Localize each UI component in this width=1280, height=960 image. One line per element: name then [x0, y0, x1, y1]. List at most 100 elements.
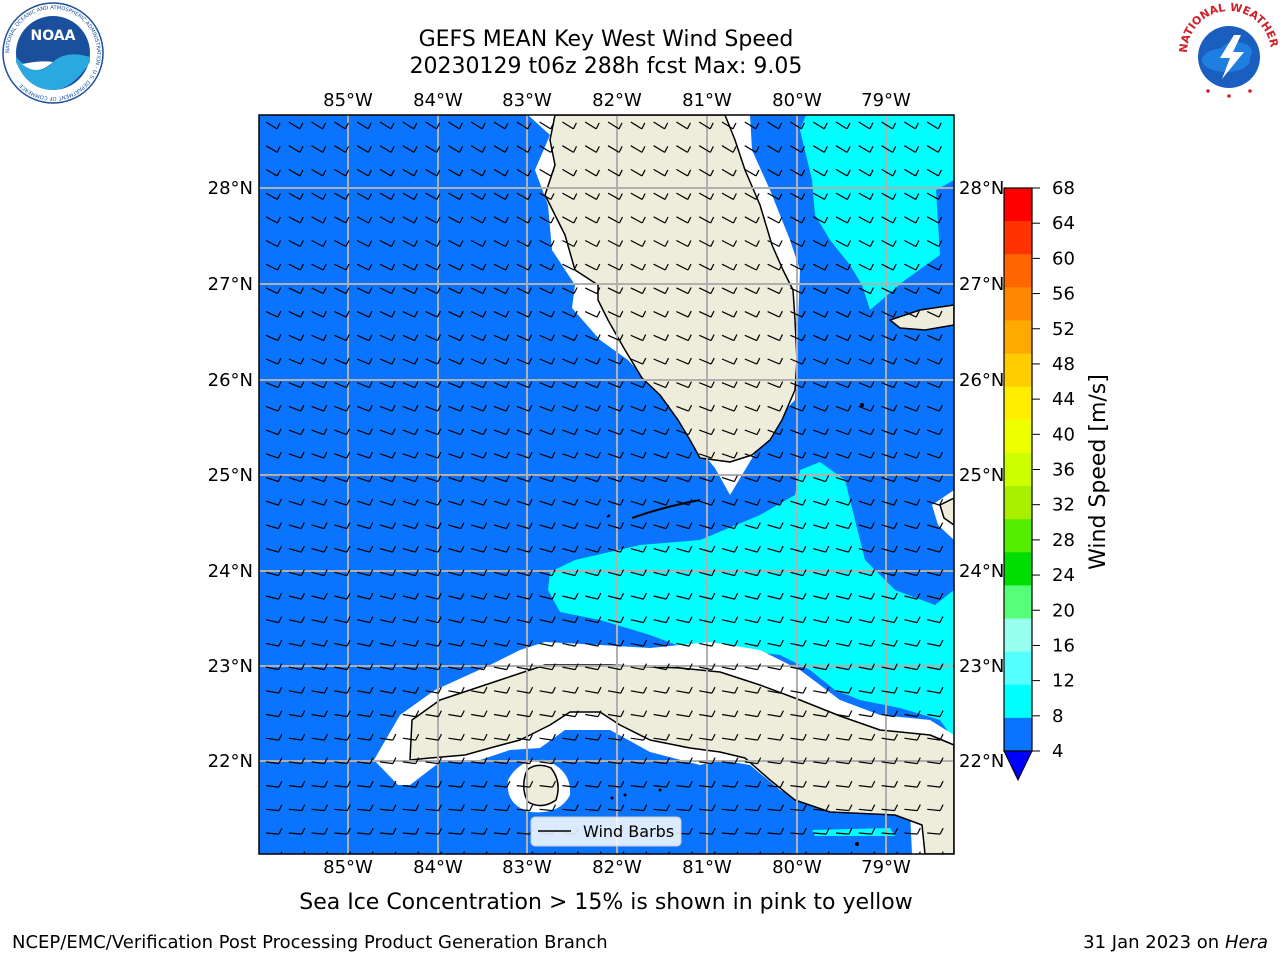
wind-barb-flag — [687, 287, 692, 294]
wind-barb-flag — [641, 263, 646, 271]
wind-barb — [767, 737, 781, 741]
wind-barb-flag — [573, 310, 578, 318]
wind-barb-flag — [414, 639, 420, 647]
wind-barb — [448, 429, 461, 436]
wind-barb — [790, 524, 804, 530]
wind-barb-flag — [687, 404, 693, 412]
wind-barb — [630, 358, 644, 365]
wind-barb — [607, 287, 620, 295]
wind-barb-flag — [665, 616, 670, 623]
wind-barb — [767, 239, 780, 248]
wind-barb-flag — [756, 357, 761, 365]
wind-barb — [721, 785, 735, 788]
wind-barb-flag — [665, 757, 671, 764]
wind-barb — [767, 808, 781, 812]
wind-barb-flag — [688, 827, 693, 835]
wind-barb-flag — [323, 522, 328, 529]
wind-barb — [265, 382, 279, 389]
wind-barb-flag — [368, 310, 373, 318]
wind-barb — [539, 595, 553, 600]
wind-barb-flag — [346, 616, 351, 623]
wind-barb-flag — [392, 663, 397, 670]
wind-barb-flag — [414, 522, 419, 529]
wind-barb-flag — [869, 169, 874, 177]
wind-barb-flag — [483, 592, 488, 600]
wind-barb — [288, 737, 302, 741]
wind-barb-flag — [459, 263, 464, 271]
wind-barb — [288, 761, 302, 765]
wind-barb-flag — [574, 757, 579, 764]
wind-barb — [835, 713, 849, 718]
wind-barb-flag — [733, 357, 738, 365]
wind-barb — [402, 761, 416, 765]
wind-barb-flag — [277, 287, 282, 294]
wind-barb-flag — [277, 498, 282, 506]
wind-barb — [721, 145, 734, 153]
wind-barb-flag — [391, 498, 396, 506]
wind-barb-flag — [345, 240, 350, 247]
wind-barb — [288, 121, 301, 130]
wind-barb — [448, 334, 461, 342]
wind-barb — [698, 358, 712, 365]
wind-barb — [311, 571, 325, 577]
wind-barb — [493, 311, 507, 318]
wind-barb-flag — [802, 827, 807, 835]
wind-barb — [539, 785, 553, 788]
wind-barb-flag — [802, 522, 807, 529]
wind-barb-flag — [687, 169, 692, 177]
wind-barb — [607, 216, 620, 224]
wind-barb-flag — [619, 428, 624, 435]
wind-barb-flag — [414, 334, 419, 341]
wind-barb-flag — [277, 310, 282, 318]
wind-barb — [493, 548, 507, 553]
lat-label-left: 22°N — [208, 751, 253, 772]
lon-label-bottom: 82°W — [592, 857, 642, 878]
wind-barb-flag — [643, 663, 648, 670]
wind-barb — [448, 263, 461, 271]
wind-barb-flag — [688, 569, 693, 576]
wind-barb — [356, 429, 370, 436]
wind-barb-flag — [437, 475, 442, 482]
wind-barb — [516, 311, 529, 318]
wind-barb-flag — [322, 310, 327, 318]
chart-title-line-2: 20230129 t06z 288h fcst Max: 9.05 — [409, 54, 803, 79]
wind-barb — [288, 287, 301, 295]
wind-barb — [311, 500, 325, 506]
wind-barb — [493, 761, 507, 765]
wind-barb — [379, 785, 393, 788]
wind-barb — [676, 713, 690, 718]
wind-barb-flag — [413, 240, 418, 247]
wind-barb-flag — [438, 827, 443, 835]
wind-barb — [311, 382, 324, 389]
lat-label-right: 27°N — [959, 274, 1004, 295]
wind-barb — [516, 642, 530, 647]
wind-barb — [311, 311, 324, 318]
wind-barb-flag — [482, 193, 487, 200]
wind-barb — [471, 737, 485, 741]
wind-barb — [448, 642, 462, 647]
wind-barb — [721, 690, 735, 694]
wind-barb-flag — [392, 780, 397, 788]
wind-barb-flag — [323, 381, 328, 388]
wind-barb — [790, 429, 803, 436]
wind-barb — [858, 619, 872, 624]
wind-barb — [425, 832, 439, 835]
wind-barb-flag — [802, 428, 807, 435]
wind-barb-flag — [915, 334, 920, 341]
lon-label-bottom: 84°W — [413, 857, 463, 878]
wind-barb-flag — [642, 522, 647, 529]
colorbar-tick-label: 12 — [1052, 671, 1075, 692]
wind-barb-flag — [618, 122, 623, 130]
wind-barb — [721, 548, 735, 553]
wind-barb — [721, 500, 735, 506]
wind-barb — [402, 311, 415, 318]
wind-barb-flag — [302, 851, 306, 854]
colorbar-cell — [1004, 320, 1032, 355]
wind-barb — [607, 619, 621, 624]
wind-barb-flag — [436, 193, 441, 200]
wind-barb-flag — [871, 710, 876, 717]
wind-barb — [516, 595, 530, 600]
wind-barb — [539, 121, 551, 130]
wind-barb-flag — [322, 146, 327, 153]
wind-barb — [562, 216, 575, 224]
